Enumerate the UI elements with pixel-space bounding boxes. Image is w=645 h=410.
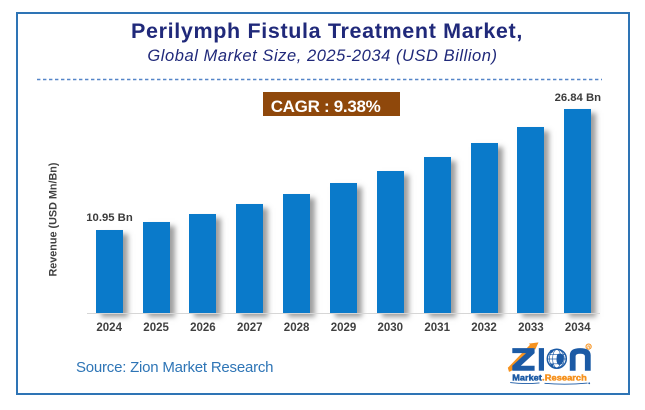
svg-text:Research: Research — [545, 373, 587, 383]
svg-text:R: R — [587, 344, 591, 349]
svg-text:Market: Market — [512, 373, 542, 383]
